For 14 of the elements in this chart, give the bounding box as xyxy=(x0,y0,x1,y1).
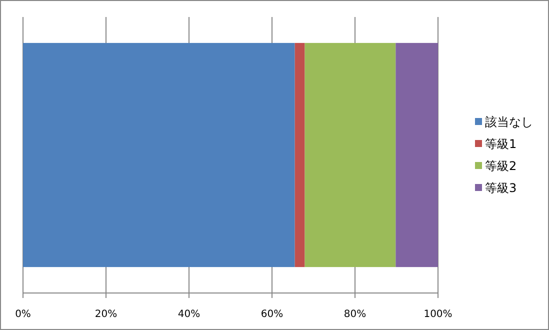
bar xyxy=(23,42,295,268)
x-tick-label: 20% xyxy=(94,309,118,320)
x-tick-label: 80% xyxy=(344,309,366,320)
x-tick-label: 0% xyxy=(15,309,31,320)
bar xyxy=(396,42,438,268)
legend-label: 該当なし xyxy=(485,115,533,129)
legend-label: 等級1 xyxy=(485,137,517,151)
legend-label: 等級2 xyxy=(485,159,517,173)
x-tick-label: 40% xyxy=(178,309,200,320)
legend-label: 等級3 xyxy=(485,181,517,195)
bar xyxy=(304,42,396,268)
bar xyxy=(294,42,305,268)
x-tick-label: 100% xyxy=(424,309,452,320)
x-tick-label: 60% xyxy=(260,309,284,320)
